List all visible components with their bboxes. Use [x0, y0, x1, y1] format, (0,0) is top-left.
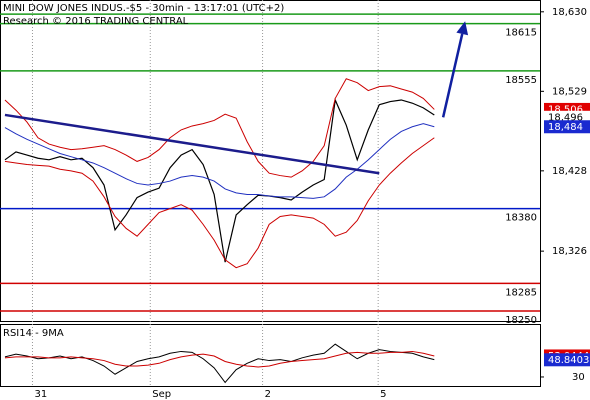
price-tag: [544, 353, 590, 367]
forecast-arrow: [441, 33, 464, 118]
rsi-tick-label: 30: [572, 372, 585, 383]
rsi-panel: [0, 324, 541, 387]
indicator-line: [4, 137, 435, 269]
price-tag-label: 18,484: [548, 122, 583, 133]
price-line: [4, 97, 435, 263]
indicator-line: [4, 78, 435, 178]
y-tick-label: 18,630: [552, 7, 587, 18]
level-label: 18250: [505, 315, 537, 326]
price-tag: [544, 120, 590, 134]
price-tag-label: 18,506: [548, 104, 583, 115]
price-panel: [0, 0, 541, 322]
arrow-head: [456, 21, 469, 36]
trendline: [4, 113, 380, 175]
x-tick-label: 31: [34, 389, 47, 400]
rsi-line: [4, 350, 435, 368]
chart-subtitle: Research © 2016 TRADING CENTRAL: [3, 16, 189, 27]
price-tag-label: 48.8403: [548, 355, 589, 366]
x-tick-label: 5: [380, 389, 386, 400]
y-tick-label: 18,529: [552, 86, 587, 97]
indicator-line: [4, 123, 435, 199]
level-label: 18380: [505, 213, 537, 224]
price-tag-label: 18,496: [548, 112, 583, 123]
chart-title: MINI DOW JONES INDUS.-$5 - 30min - 13:17…: [3, 3, 284, 14]
y-tick-label: 18,326: [552, 246, 587, 257]
rsi-title: RSI14 - 9MA: [3, 328, 64, 339]
y-tick-label: 18,428: [552, 166, 587, 177]
level-label: 18555: [505, 75, 537, 86]
x-tick-label: Sep: [152, 389, 171, 400]
level-label: 18285: [505, 287, 537, 298]
x-tick-label: 2: [265, 389, 271, 400]
level-label: 18615: [505, 28, 537, 39]
